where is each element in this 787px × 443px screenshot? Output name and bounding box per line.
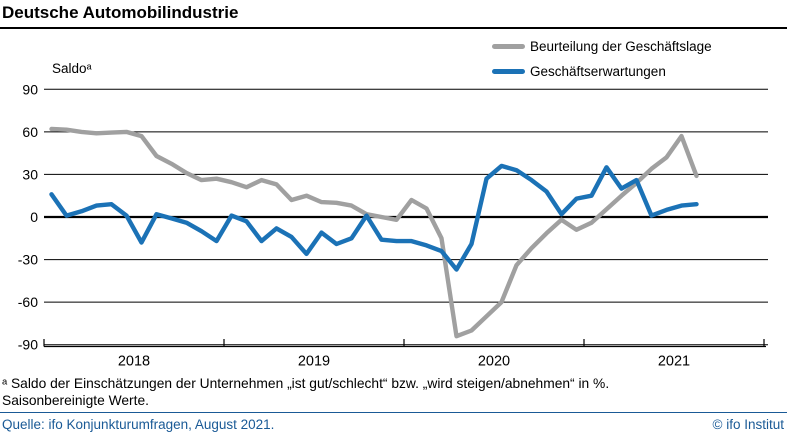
- legend-label-erwartungen: Geschäftserwartungen: [530, 64, 666, 79]
- legend-item-erwartungen: Geschäftserwartungen: [492, 64, 712, 79]
- x-tick-label: 2020: [478, 354, 510, 370]
- x-tick-label: 2018: [118, 354, 150, 370]
- footnote-seasonal: Saisonbereinigte Werte.: [2, 393, 149, 408]
- source-row: Quelle: ifo Konjunkturumfragen, August 2…: [2, 417, 784, 432]
- y-tick-label: -90: [18, 337, 38, 353]
- y-tick-label: 90: [22, 81, 38, 97]
- y-tick-label: 0: [30, 209, 38, 225]
- y-tick-label: 60: [22, 124, 38, 140]
- x-tick-label: 2019: [298, 354, 330, 370]
- erwartungen-line-swatch: [492, 69, 525, 74]
- copyright-text: © ifo Institut: [712, 417, 784, 432]
- y-axis-unit-label: Saldoᵃ: [52, 61, 92, 76]
- legend: Beurteilung der Geschäftslage Geschäftse…: [492, 39, 712, 79]
- series-line-erwartungen: [49, 163, 699, 272]
- x-tick-label: 2021: [658, 354, 690, 370]
- page-title: Deutsche Automobilindustrie: [2, 3, 239, 22]
- line-chart: 90 60 30 0 -30 -60 -90 2018 2019 2020 2021: [18, 81, 768, 370]
- legend-label-geschaeftslage: Beurteilung der Geschäftslage: [530, 39, 712, 54]
- series-line-geschaeftslage: [49, 126, 699, 339]
- y-tick-label: -60: [18, 294, 38, 310]
- y-tick-label: -30: [18, 252, 38, 268]
- footer-divider: [0, 412, 787, 413]
- y-tick-label: 30: [22, 166, 38, 182]
- legend-item-geschaeftslage: Beurteilung der Geschäftslage: [492, 39, 712, 54]
- header: Deutsche Automobilindustrie: [0, 0, 787, 29]
- source-text: Quelle: ifo Konjunkturumfragen, August 2…: [2, 417, 275, 432]
- lage-line-swatch: [492, 44, 525, 49]
- footnote-definition: ᵃ Saldo der Einschätzungen der Unternehm…: [2, 376, 610, 391]
